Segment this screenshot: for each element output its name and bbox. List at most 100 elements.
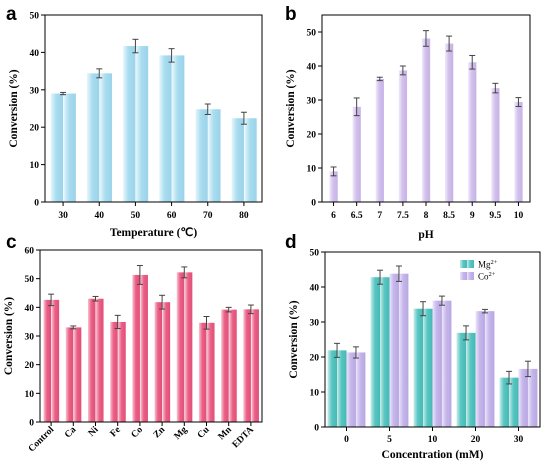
bar-c-2-right — [96, 298, 104, 422]
x-tick-label-a: 50 — [131, 211, 141, 221]
bar-d-Co2+-3-a — [475, 311, 485, 427]
x-tick-label-c: Cu — [196, 425, 212, 441]
plot-frame-d — [324, 251, 541, 428]
x-tick-label-d: 30 — [514, 435, 524, 445]
legend-swatch-1-b — [467, 272, 474, 280]
bar-c-9-right — [251, 309, 259, 422]
bar-a-4-right — [208, 109, 221, 202]
y-tick-label-b: 0 — [311, 199, 316, 209]
x-tick-label-c: Mg — [173, 425, 190, 442]
bar-c-8-right — [229, 309, 237, 422]
x-tick-label-c: Ca — [63, 425, 78, 440]
bar-d-Mg2+-3-a — [456, 332, 467, 427]
x-tick-label-c: EDTA — [231, 425, 256, 450]
bar-a-1-right — [99, 73, 113, 203]
bar-a-3-left — [159, 55, 172, 202]
y-tick-label-a: 20 — [30, 124, 40, 134]
bar-c-2-left — [87, 298, 96, 422]
x-tick-label-b: 10 — [514, 211, 524, 221]
y-tick-label-d: 50 — [310, 249, 320, 259]
x-tick-label-d: 10 — [428, 435, 438, 445]
x-tick-label-b: 9.5 — [489, 211, 501, 221]
bar-d-Mg2+-4-a — [499, 377, 510, 427]
plot-frame-a — [44, 14, 263, 203]
y-tick-label-b: 20 — [307, 131, 317, 141]
legend-swatch-1-a — [460, 272, 467, 280]
panel-letter-b: b — [285, 4, 297, 25]
x-tick-label-d: 20 — [471, 435, 481, 445]
bar-a-1-left — [86, 73, 100, 203]
y-tick-label-b: 40 — [307, 63, 317, 73]
y-tick-label-a: 10 — [30, 161, 40, 171]
bar-c-0-right — [51, 299, 60, 422]
bar-d-Co2+-2-b — [441, 300, 452, 427]
bar-c-3-left — [110, 321, 118, 422]
x-tick-label-a: 40 — [95, 211, 105, 221]
x-tick-label-a: 80 — [239, 211, 249, 221]
y-tick-label-b: 50 — [307, 29, 317, 39]
bar-d-Mg2+-2-a — [413, 308, 424, 427]
bar-a-0-left — [50, 93, 64, 202]
y-tick-label-d: 0 — [314, 424, 319, 434]
legend-label-1: Co2+ — [478, 271, 496, 282]
bar-d-Mg2+-4-b — [509, 377, 519, 427]
panel-letter-a: a — [6, 4, 17, 25]
bar-c-3-right — [118, 321, 126, 422]
x-tick-label-c: Mn — [217, 425, 235, 443]
bar-a-2-right — [135, 46, 149, 203]
y-tick-label-d: 20 — [310, 354, 320, 364]
bar-c-6-right — [184, 272, 193, 422]
panel-b-chart: 6 6.5 7 7.5 8 8.5 9 9.5 10 0 10 20 30 40 50 Conversion … — [285, 14, 531, 241]
x-tick-label-b: 8.5 — [443, 211, 455, 221]
x-tick-label-b: 9 — [470, 211, 475, 221]
y-tick-label-a: 0 — [34, 199, 39, 209]
y-tick-label-d: 30 — [310, 319, 320, 329]
y-axis-title-d: Conversion (%) — [288, 300, 300, 378]
bar-d-Co2+-0-a — [346, 352, 356, 427]
bar-b-7 — [491, 88, 500, 202]
y-tick-label-b: 30 — [307, 97, 317, 107]
x-tick-label-c: Co — [130, 425, 145, 440]
x-tick-label-c: Ni — [87, 425, 101, 439]
y-tick-label-c: 10 — [25, 390, 35, 400]
bar-d-Co2+-2-a — [432, 300, 442, 427]
bar-a-5-right — [244, 118, 257, 202]
x-tick-label-a: 60 — [167, 211, 177, 221]
bar-c-0-left — [43, 299, 52, 422]
bar-c-8-left — [221, 309, 229, 422]
x-tick-label-b: 6 — [331, 211, 336, 221]
x-tick-label-b: 6.5 — [351, 211, 363, 221]
y-axis-title-a: Conversion (%) — [8, 69, 20, 147]
panel-d-chart: 0 5 10 20 30 0 10 20 30 40 50 Conversion (%) Concent… — [288, 249, 541, 461]
bar-c-7-left — [198, 322, 207, 422]
y-tick-label-a: 40 — [30, 49, 40, 59]
bar-d-Mg2+-1-a — [370, 277, 381, 427]
y-tick-label-a: 50 — [30, 12, 40, 22]
legend-swatch-0-a — [460, 260, 467, 268]
bar-b-2 — [375, 78, 384, 202]
y-tick-label-c: 20 — [25, 361, 35, 371]
bar-d-Co2+-3-b — [484, 311, 495, 427]
y-tick-label-a: 30 — [30, 86, 40, 96]
bar-d-Mg2+-3-b — [466, 332, 476, 427]
x-tick-label-c: Zn — [152, 425, 168, 441]
legend-d: Mg2+Co2+ — [460, 259, 498, 282]
y-tick-label-c: 0 — [29, 419, 34, 429]
y-axis-title-b: Conversion (%) — [285, 69, 297, 147]
bar-c-4-left — [132, 274, 140, 422]
bar-d-Co2+-4-b — [527, 368, 538, 427]
panel-letter-c: c — [6, 232, 17, 253]
x-tick-label-b: 8 — [424, 211, 429, 221]
bar-c-4-right — [140, 274, 148, 422]
y-tick-label-c: 60 — [25, 247, 35, 257]
bar-d-Co2+-4-a — [518, 368, 528, 427]
y-tick-label-c: 40 — [25, 304, 35, 314]
x-axis-title-d: Concentration (mM) — [382, 449, 484, 461]
bar-d-Co2+-1-a — [389, 273, 399, 427]
y-tick-label-c: 50 — [25, 275, 35, 285]
bar-a-5-left — [231, 118, 244, 202]
bar-c-1-left — [65, 327, 74, 422]
y-axis-title-c: Conversion (%) — [3, 297, 15, 375]
legend-swatch-0-b — [467, 260, 474, 268]
